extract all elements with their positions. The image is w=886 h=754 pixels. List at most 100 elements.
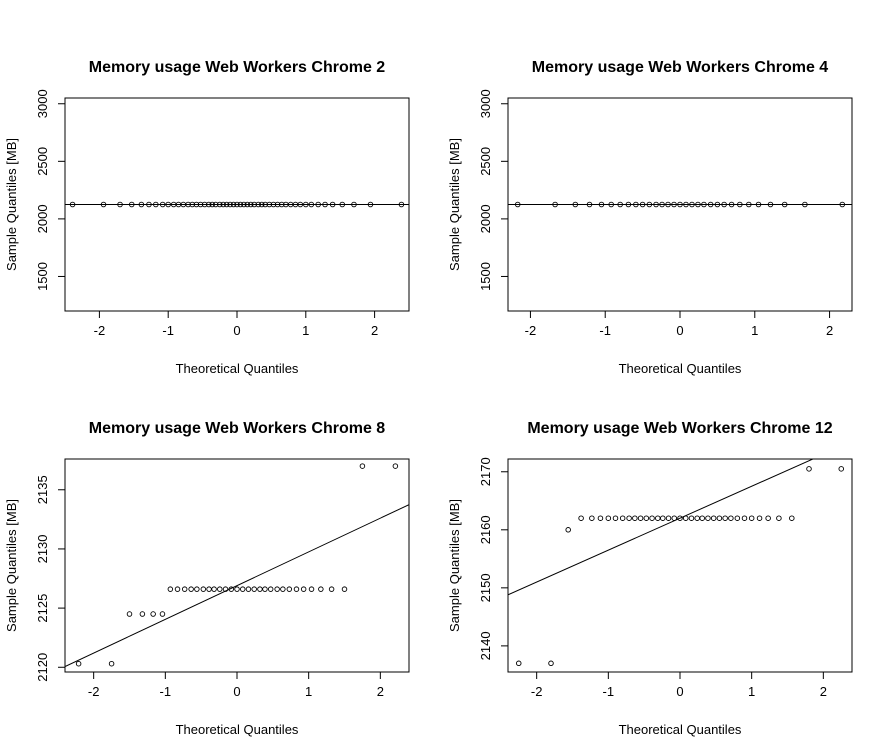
data-point [721,201,727,208]
data-point [341,586,348,592]
data-point [286,586,293,592]
chart-title: Memory usage Web Workers Chrome 4 [532,59,828,76]
data-point [351,201,357,208]
data-point [677,515,683,521]
data-point [748,515,755,521]
data-point [262,586,268,592]
data-point [608,201,614,208]
data-point [293,586,300,592]
data-point [612,515,619,521]
data-point [206,586,212,592]
data-point [257,586,263,592]
data-point [659,201,665,208]
qq-panel-chrome-4: Memory usage Web Workers Chrome 4 -2 -1 0 1 2… [447,59,853,376]
data-point [728,515,734,521]
x-axis-label: Theoretical Quantiles [619,361,742,376]
data-point [838,466,845,472]
data-point [181,586,188,592]
data-point [707,201,714,208]
data-point [699,515,705,521]
data-point [75,660,82,667]
y-tick-label: 2000 [35,204,50,233]
data-point [710,515,717,521]
data-point [237,201,244,208]
x-axis-label: Theoretical Quantiles [176,361,299,376]
x-axis-label: Theoretical Quantiles [176,722,299,737]
data-point [806,466,812,472]
y-tick-label: 3000 [35,89,50,118]
data-point [189,201,196,208]
data-point [646,201,653,208]
data-point [201,201,208,208]
data-point [552,201,558,208]
data-point [655,515,661,521]
data-point [300,586,307,592]
data-point [228,586,235,592]
qq-panel-chrome-2: Memory usage Web Workers Chrome 2 -2 -1 0 1 2… [4,59,410,376]
qq-reference-line [508,459,815,596]
data-point [398,201,405,208]
data-point [789,515,795,521]
x-tick-label: 1 [751,323,758,338]
data-point [211,586,217,592]
data-point [150,611,156,617]
x-tick-label: 0 [676,323,683,338]
plot-frame [507,458,853,673]
data-point [244,201,251,208]
y-tick-label: 2170 [478,457,493,486]
data-point [245,586,252,592]
data-point [632,515,638,521]
data-point [619,515,626,521]
data-point [234,586,240,592]
data-point [209,201,215,208]
data-point [174,586,181,592]
data-point [598,201,605,208]
data-point [776,515,782,521]
data-point [682,515,689,521]
data-point [241,201,247,208]
data-point [217,586,223,592]
x-tick-label: 0 [676,684,683,699]
data-point [625,201,632,208]
data-point [222,586,229,592]
data-point [159,611,166,617]
data-point [100,201,107,208]
y-tick-label: 2125 [35,594,50,623]
x-axis-label: Theoretical Quantiles [619,722,742,737]
data-point [274,201,281,208]
data-point [637,515,644,521]
data-point [701,201,707,208]
x-tick-label: 0 [233,684,240,699]
data-point [589,515,595,521]
data-point [639,201,646,208]
data-point [266,201,273,208]
plot-frame [64,458,410,673]
data-point [516,660,522,667]
data-point [737,201,743,208]
data-point [339,201,346,208]
data-point [767,201,774,208]
data-point [297,201,304,208]
data-point [665,515,672,521]
data-point [223,201,230,208]
data-point [139,611,146,617]
data-point [671,515,678,521]
data-point [322,201,328,208]
data-point [660,515,666,521]
data-point [597,515,604,521]
data-point [565,527,571,533]
data-point [126,611,133,617]
x-tick-label: -2 [531,684,543,699]
data-point [633,201,639,208]
y-tick-label: 2140 [478,631,493,660]
x-tick-label: -1 [603,684,615,699]
data-point [138,201,145,208]
data-point [318,586,324,592]
data-point [308,586,315,592]
data-point [649,515,655,521]
data-point [315,201,321,208]
data-point [197,201,204,208]
y-tick-label: 3000 [478,89,493,118]
data-point [251,586,257,592]
data-point [159,201,166,208]
